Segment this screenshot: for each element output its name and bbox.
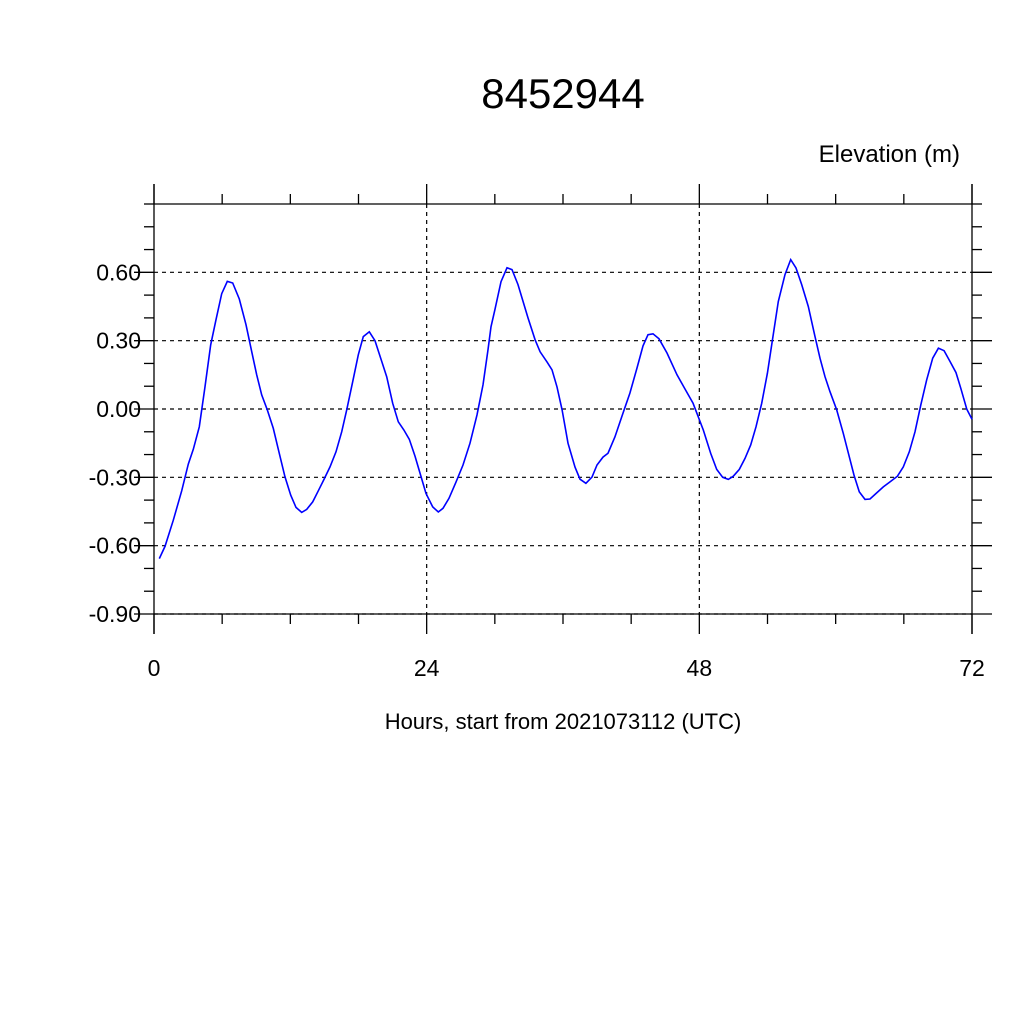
y-tick-label: 0.00 (96, 396, 141, 422)
x-axis-label: Hours, start from 2021073112 (UTC) (385, 709, 742, 734)
y-axis-label: Elevation (m) (819, 141, 960, 168)
chart-title: 8452944 (481, 70, 645, 117)
y-tick-label: -0.30 (89, 464, 141, 490)
tick-labels: -0.90 -0.60 -0.30 0.00 0.30 0.60 0 24 48 72 (89, 259, 985, 681)
series-line (158, 257, 973, 559)
y-tick-label: 0.60 (96, 259, 141, 285)
x-tick-label: 0 (148, 655, 161, 681)
y-tick-label: -0.60 (89, 533, 141, 559)
grid-lines (154, 204, 972, 615)
axes (134, 184, 992, 634)
x-tick-label: 24 (414, 655, 440, 681)
y-tick-label: -0.90 (89, 601, 141, 627)
y-tick-label: 0.30 (96, 328, 141, 354)
x-tick-label: 72 (959, 655, 985, 681)
x-tick-label: 48 (687, 655, 713, 681)
